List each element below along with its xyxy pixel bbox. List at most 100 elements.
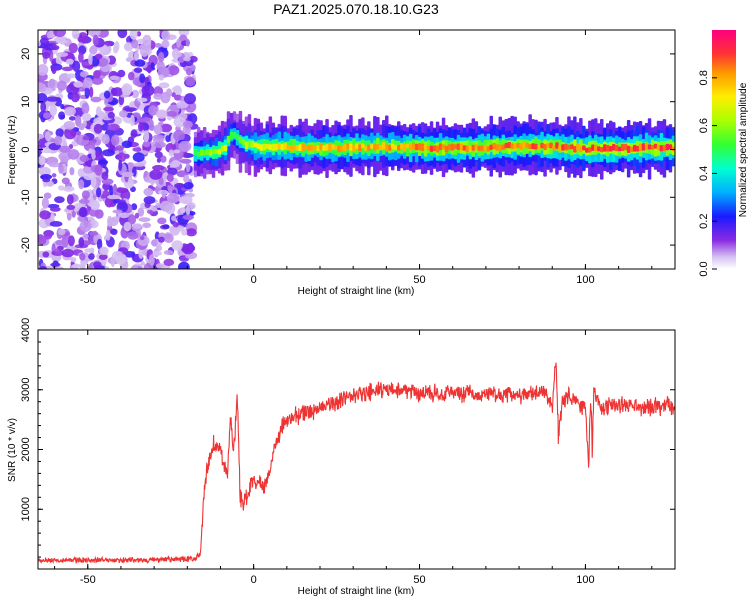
noise-blob xyxy=(45,180,54,187)
noise-blob xyxy=(51,250,64,256)
colorbar-tick-label: 0.6 xyxy=(698,118,710,133)
noise-blob xyxy=(107,194,121,200)
noise-blob xyxy=(96,187,102,198)
signal-core-red xyxy=(385,144,389,152)
noise-blob xyxy=(111,87,123,97)
noise-blob xyxy=(138,247,144,259)
noise-blob xyxy=(51,65,57,75)
noise-blob xyxy=(66,194,74,205)
signal-core-red xyxy=(244,141,249,149)
signal-core-red xyxy=(397,145,401,151)
noise-blob xyxy=(160,155,167,163)
noise-blob xyxy=(123,42,134,52)
signal-core-red xyxy=(534,143,538,150)
noise-blob xyxy=(54,248,60,253)
signal-core-red xyxy=(202,150,207,156)
noise-blob xyxy=(143,196,156,205)
noise-blob xyxy=(40,101,47,113)
noise-blob xyxy=(38,155,46,166)
signal-core-red xyxy=(629,146,634,153)
signal-core-red xyxy=(555,142,559,149)
signal-core-red xyxy=(561,144,565,151)
signal-core-red xyxy=(370,144,374,149)
signal-core-red xyxy=(528,144,532,150)
noise-blob xyxy=(147,64,152,74)
signal-core-red xyxy=(606,145,610,152)
noise-blob xyxy=(61,235,69,248)
signal-core-red xyxy=(256,143,261,149)
signal-core-red xyxy=(471,144,476,151)
noise-blob xyxy=(121,83,133,96)
noise-blob xyxy=(127,231,139,240)
noise-blob xyxy=(64,106,76,117)
signal-core-red xyxy=(546,143,550,148)
signal-core-red xyxy=(394,144,398,150)
signal-core-red xyxy=(435,145,440,153)
noise-blob xyxy=(157,217,167,225)
signal-core-red xyxy=(582,145,586,151)
signal-core-red xyxy=(376,144,380,150)
noise-blob xyxy=(129,30,138,40)
noise-blob xyxy=(167,167,178,176)
signal-core-yellow xyxy=(653,141,658,157)
noise-blob xyxy=(95,150,101,158)
noise-blob xyxy=(66,212,72,221)
noise-blob xyxy=(140,261,146,266)
noise-blob xyxy=(174,182,185,189)
noise-blob xyxy=(48,162,61,168)
noise-blob xyxy=(100,194,106,199)
signal-core-red xyxy=(208,149,213,156)
signal-core-red xyxy=(474,144,479,150)
noise-blob xyxy=(54,196,65,204)
noise-blob xyxy=(185,76,196,87)
figure-title: PAZ1.2025.070.18.10.G23 xyxy=(273,1,439,17)
noise-blob xyxy=(112,183,118,196)
noise-blob xyxy=(83,233,89,239)
noise-blob xyxy=(139,73,146,84)
signal-core-red xyxy=(513,143,517,150)
noise-blob xyxy=(121,140,133,149)
signal-core-red xyxy=(567,144,571,150)
noise-blob xyxy=(50,212,55,221)
signal-core-red xyxy=(253,142,258,148)
noise-blob xyxy=(130,129,138,138)
noise-blob xyxy=(124,107,137,112)
y-tick-label: -20 xyxy=(20,237,32,253)
noise-blob xyxy=(81,102,90,115)
signal-core-red xyxy=(316,145,320,152)
noise-blob xyxy=(77,168,85,178)
noise-blob xyxy=(101,149,115,157)
noise-blob xyxy=(168,149,174,157)
noise-blob xyxy=(120,189,131,201)
signal-core-red xyxy=(638,143,643,151)
signal-core-red xyxy=(355,143,359,149)
noise-blob xyxy=(166,173,174,182)
signal-core-red xyxy=(322,145,326,151)
x-tick-label: -50 xyxy=(80,574,96,586)
signal-core-red xyxy=(226,135,231,144)
noise-blob xyxy=(58,163,64,174)
noise-blob xyxy=(70,257,77,263)
signal-core-red xyxy=(286,145,290,151)
noise-blob xyxy=(90,96,102,103)
noise-blob xyxy=(79,252,86,261)
signal-core-red xyxy=(426,145,431,151)
noise-blob xyxy=(43,112,51,119)
noise-blob xyxy=(174,94,182,101)
noise-blob xyxy=(141,84,155,97)
signal-core-red xyxy=(594,144,598,152)
signal-core-red xyxy=(465,145,470,153)
noise-blob xyxy=(72,60,81,72)
noise-blob xyxy=(60,114,66,120)
noise-blob xyxy=(90,199,100,211)
noise-blob xyxy=(163,258,175,266)
signal-core-red xyxy=(641,143,646,151)
noise-blob xyxy=(62,186,75,192)
signal-core-red xyxy=(656,144,661,151)
noise-blob xyxy=(179,158,192,164)
noise-blob xyxy=(185,205,191,216)
snr-line xyxy=(38,362,675,565)
noise-blob xyxy=(56,80,67,91)
